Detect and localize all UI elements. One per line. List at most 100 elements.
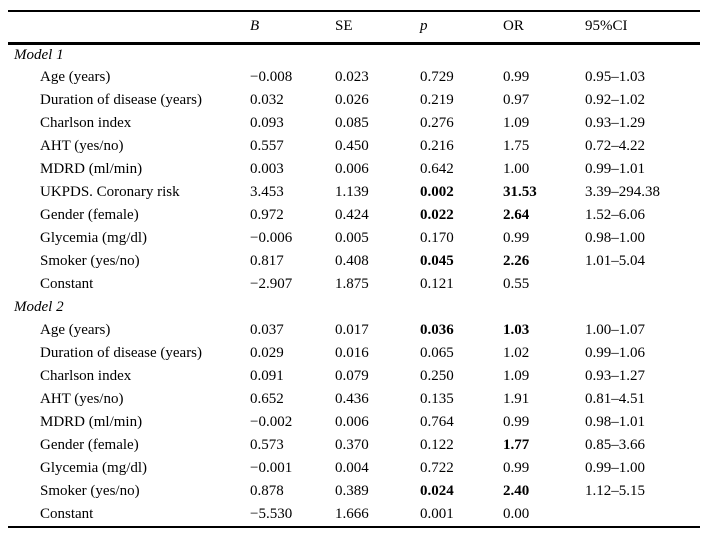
cell-ci: 0.81–4.51 [585, 391, 645, 407]
column-header-or: OR [503, 18, 524, 35]
row-label: AHT (yes/no) [40, 138, 124, 154]
cell-or: 1.91 [503, 391, 530, 407]
row-label: Duration of disease (years) [40, 92, 203, 108]
table-row: Constant −2.907 1.875 0.121 0.55 [8, 273, 700, 296]
table-row: Charlson index 0.093 0.085 0.276 1.09 0.93–1.… [8, 112, 700, 135]
regression-table: B SE p OR 95%CI Model 1 Age (years) −0.008… [8, 12, 700, 526]
cell-p: 0.122 [420, 437, 454, 453]
cell-or: 1.75 [503, 138, 530, 154]
cell-b: −2.907 [250, 276, 293, 292]
cell-ci: 0.72–4.22 [585, 138, 645, 154]
section-header-row: Model 1 [8, 43, 700, 66]
table-row: Duration of disease (years) 0.029 0.016 0.0… [8, 342, 700, 365]
cell-b: 0.557 [250, 138, 284, 154]
cell-p: 0.170 [420, 230, 454, 246]
cell-se: 0.450 [335, 138, 369, 154]
cell-or: 0.97 [503, 92, 530, 108]
cell-p: 0.219 [420, 92, 454, 108]
cell-or: 1.03 [503, 322, 530, 338]
table-row: Gender (female) 0.573 0.370 0.122 1.77 0.85–3… [8, 434, 700, 457]
row-label: Charlson index [40, 368, 132, 384]
cell-ci: 1.52–6.06 [585, 207, 645, 223]
cell-p: 0.216 [420, 138, 454, 154]
cell-p: 0.045 [420, 253, 454, 269]
table-row: UKPDS. Coronary risk 3.453 1.139 0.002 31.53… [8, 181, 700, 204]
cell-or: 0.99 [503, 414, 530, 430]
cell-ci: 0.98–1.00 [585, 230, 645, 246]
cell-b: 0.091 [250, 368, 284, 384]
table-row: Age (years) −0.008 0.023 0.729 0.99 0.95–1.03 [8, 66, 700, 89]
table-row: Smoker (yes/no) 0.817 0.408 0.045 2.26 1.01–5… [8, 250, 700, 273]
table-header-row: B SE p OR 95%CI [8, 12, 700, 43]
cell-or: 0.00 [503, 506, 530, 522]
cell-ci: 1.00–1.07 [585, 322, 645, 338]
row-label: Age (years) [40, 322, 111, 338]
cell-or: 0.55 [503, 276, 530, 292]
cell-p: 0.250 [420, 368, 454, 384]
cell-p: 0.002 [420, 184, 454, 200]
cell-b: 0.817 [250, 253, 284, 269]
cell-ci [585, 273, 700, 296]
cell-or: 1.02 [503, 345, 530, 361]
cell-p: 0.276 [420, 115, 454, 131]
table-row: AHT (yes/no) 0.557 0.450 0.216 1.75 0.72–4.22 [8, 135, 700, 158]
cell-ci: 0.93–1.27 [585, 368, 645, 384]
cell-se: 0.085 [335, 115, 369, 131]
cell-or: 0.99 [503, 69, 530, 85]
cell-p: 0.764 [420, 414, 454, 430]
cell-b: 0.878 [250, 483, 284, 499]
cell-or: 1.00 [503, 161, 530, 177]
cell-b: −0.008 [250, 69, 293, 85]
column-header-empty [8, 12, 250, 43]
row-label: Glycemia (mg/dl) [40, 460, 148, 476]
cell-p: 0.036 [420, 322, 454, 338]
cell-ci: 0.92–1.02 [585, 92, 645, 108]
table-body: Model 1 Age (years) −0.008 0.023 0.729 0.99 0.… [8, 43, 700, 526]
cell-or: 0.99 [503, 460, 530, 476]
cell-se: 0.004 [335, 460, 369, 476]
cell-or: 1.09 [503, 115, 530, 131]
cell-se: 0.016 [335, 345, 369, 361]
cell-se: 0.005 [335, 230, 369, 246]
cell-p: 0.022 [420, 207, 454, 223]
row-label: Charlson index [40, 115, 132, 131]
table-header: B SE p OR 95%CI [8, 12, 700, 43]
cell-se: 0.370 [335, 437, 369, 453]
row-label: Gender (female) [40, 207, 139, 223]
table-row: MDRD (ml/min) 0.003 0.006 0.642 1.00 0.99–1.0… [8, 158, 700, 181]
cell-se: 0.006 [335, 414, 369, 430]
cell-b: −5.530 [250, 506, 293, 522]
table-row: Gender (female) 0.972 0.424 0.022 2.64 1.52–6… [8, 204, 700, 227]
cell-se: 0.026 [335, 92, 369, 108]
cell-p: 0.729 [420, 69, 454, 85]
cell-se: 1.875 [335, 276, 369, 292]
cell-ci: 1.01–5.04 [585, 253, 645, 269]
row-label: Glycemia (mg/dl) [40, 230, 148, 246]
cell-ci: 0.99–1.01 [585, 161, 645, 177]
cell-se: 0.006 [335, 161, 369, 177]
cell-b: 0.029 [250, 345, 284, 361]
cell-p: 0.001 [420, 506, 454, 522]
cell-se: 0.017 [335, 322, 369, 338]
section-header-row: Model 2 [8, 296, 700, 319]
table-row: Charlson index 0.091 0.079 0.250 1.09 0.93–1.… [8, 365, 700, 388]
cell-p: 0.135 [420, 391, 454, 407]
cell-or: 0.99 [503, 230, 530, 246]
cell-se: 0.436 [335, 391, 369, 407]
cell-ci: 0.95–1.03 [585, 69, 645, 85]
row-label: Gender (female) [40, 437, 139, 453]
cell-p: 0.065 [420, 345, 454, 361]
table-row: Duration of disease (years) 0.032 0.026 0.2… [8, 89, 700, 112]
cell-se: 1.139 [335, 184, 369, 200]
cell-se: 0.408 [335, 253, 369, 269]
cell-ci: 0.99–1.00 [585, 460, 645, 476]
table-row: Smoker (yes/no) 0.878 0.389 0.024 2.40 1.12–5… [8, 480, 700, 503]
column-header-b: B [250, 18, 260, 35]
row-label: AHT (yes/no) [40, 391, 124, 407]
table-row: AHT (yes/no) 0.652 0.436 0.135 1.91 0.81–4.51 [8, 388, 700, 411]
cell-ci: 0.85–3.66 [585, 437, 645, 453]
cell-or: 2.64 [503, 207, 530, 223]
cell-ci: 3.39–294.38 [585, 184, 660, 200]
row-label: Duration of disease (years) [40, 345, 203, 361]
cell-b: 0.573 [250, 437, 284, 453]
